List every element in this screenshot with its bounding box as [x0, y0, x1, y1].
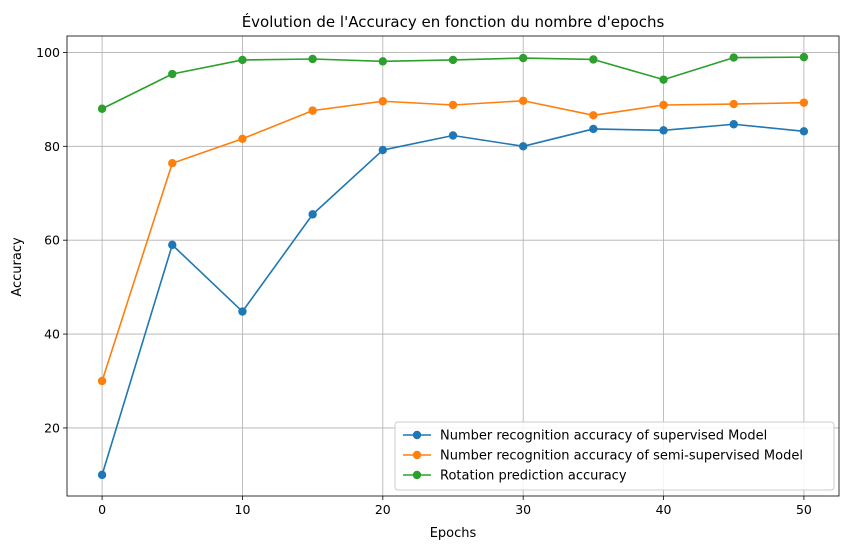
x-tick-label: 10 — [235, 502, 251, 517]
data-point — [799, 98, 809, 107]
x-tick-label: 40 — [656, 502, 672, 517]
legend-item: Rotation prediction accuracy — [403, 469, 627, 484]
x-tick-label: 30 — [515, 502, 531, 517]
data-point — [518, 96, 528, 105]
x-tick-label: 20 — [375, 502, 391, 517]
legend-marker — [412, 470, 422, 480]
data-point — [518, 142, 528, 151]
series-2 — [97, 96, 809, 386]
chart-title: Évolution de l'Accuracy en fonction du n… — [242, 12, 665, 31]
x-tick-label: 50 — [796, 502, 812, 517]
y-tick-label: 100 — [36, 45, 60, 60]
data-point — [238, 307, 247, 316]
legend-box — [394, 421, 835, 491]
data-point — [448, 100, 458, 110]
data-point — [378, 57, 388, 66]
y-tick-label: 60 — [44, 233, 60, 248]
data-point — [659, 126, 668, 135]
data-point — [659, 100, 668, 110]
data-point — [729, 53, 738, 62]
legend-item: Number recognition accuracy of semi-supe… — [403, 449, 803, 464]
data-point — [168, 69, 177, 79]
data-point — [308, 106, 317, 115]
data-point — [378, 97, 388, 106]
data-point — [97, 470, 107, 480]
data-point — [659, 75, 668, 84]
data-point — [97, 376, 107, 386]
data-point — [448, 131, 458, 140]
data-point — [589, 55, 598, 64]
y-tick-label: 20 — [44, 420, 60, 435]
series-line — [101, 99, 804, 382]
data-point — [97, 104, 107, 113]
y-tick-label: 40 — [44, 327, 60, 342]
data-series — [97, 52, 809, 480]
y-tick-label: 80 — [44, 139, 60, 154]
legend-marker — [412, 430, 422, 440]
data-point — [168, 159, 177, 168]
legend-label: Rotation prediction accuracy — [440, 469, 627, 484]
series-1 — [97, 120, 809, 480]
data-point — [378, 145, 388, 155]
legend-marker — [412, 450, 422, 460]
data-point — [589, 111, 598, 120]
data-point — [729, 120, 738, 129]
data-point — [308, 210, 317, 219]
data-point — [729, 99, 738, 109]
data-point — [168, 240, 177, 250]
data-point — [799, 127, 809, 136]
data-point — [799, 52, 809, 62]
legend-label: Number recognition accuracy of supervise… — [440, 429, 767, 444]
plot-area-frame — [66, 35, 840, 497]
data-point — [308, 54, 317, 64]
data-point — [518, 53, 528, 63]
legend-item: Number recognition accuracy of supervise… — [403, 429, 767, 444]
data-point — [448, 55, 458, 65]
data-point — [238, 134, 247, 143]
grid-lines — [67, 36, 839, 496]
legend-label: Number recognition accuracy of semi-supe… — [440, 449, 803, 464]
data-point — [589, 124, 598, 134]
x-axis-label: Epochs — [430, 526, 477, 541]
axis-ticks: 0 10 20 30 40 50 20 40 60 80 100 — [36, 45, 812, 517]
x-tick-label: 0 — [98, 502, 106, 517]
y-axis-label: Accuracy — [10, 237, 25, 297]
series-3 — [97, 52, 809, 113]
legend: Number recognition accuracy of supervise… — [394, 421, 835, 491]
data-point — [238, 55, 247, 65]
